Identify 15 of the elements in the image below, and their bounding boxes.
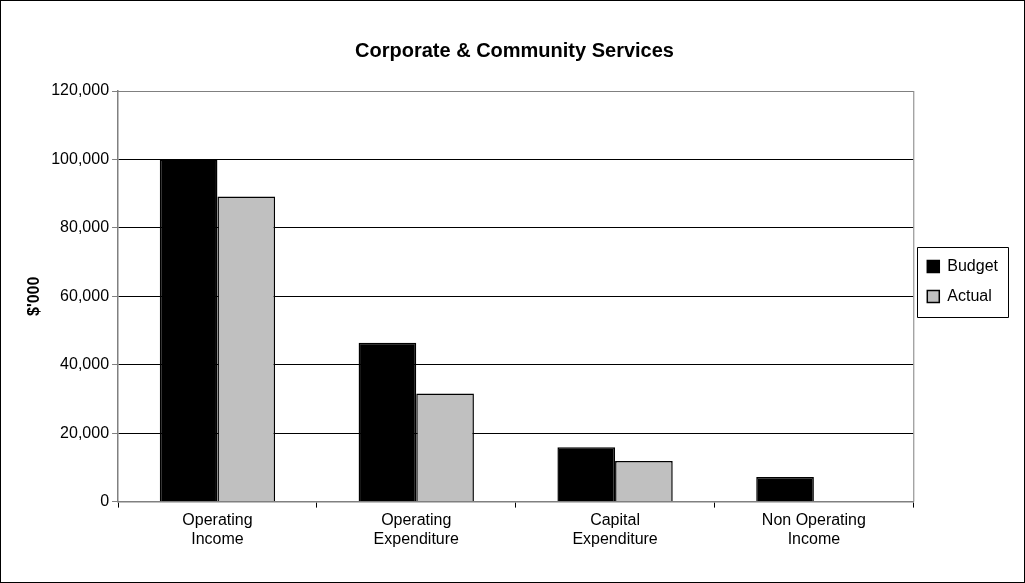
y-tick-label: 100,000 — [51, 149, 110, 167]
y-tick-label: 20,000 — [60, 423, 110, 441]
x-tick-label: Operating Income — [182, 510, 253, 547]
y-tick-label: 60,000 — [60, 286, 110, 304]
y-tick-label: 40,000 — [60, 355, 110, 373]
chart-title: Corporate & Community Services — [355, 38, 674, 61]
legend-label: Actual — [947, 286, 992, 304]
y-tick-label: 0 — [100, 492, 110, 510]
x-tick-label: Non Operating Income — [761, 510, 866, 547]
x-tick-label: Operating Expenditure — [373, 510, 460, 547]
y-tick-label: 80,000 — [60, 218, 110, 236]
x-tick-label: Capital Expenditure — [572, 510, 658, 547]
y-tick-label: 120,000 — [51, 81, 110, 99]
legend-label: Budget — [947, 256, 999, 274]
y-axis-title: $'000 — [25, 276, 43, 316]
